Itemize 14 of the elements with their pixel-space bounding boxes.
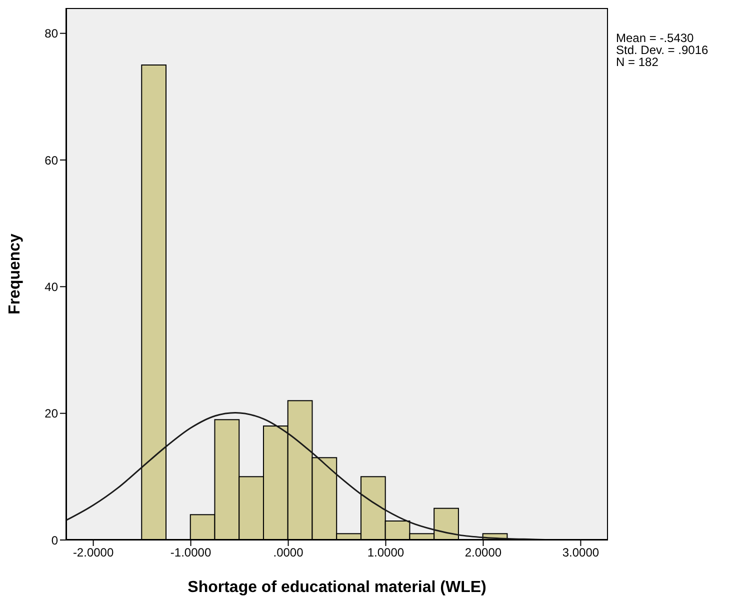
x-tick-label: -1.0000: [170, 546, 212, 560]
y-tick-label: 80: [44, 26, 58, 41]
x-tick-label: 2.0000: [464, 546, 502, 560]
y-tick-label: 40: [44, 280, 58, 294]
y-axis-title: Frequency: [6, 233, 24, 314]
x-tick-label: 1.0000: [367, 546, 404, 560]
x-tick-label: .0000: [273, 546, 304, 560]
y-tick-label: 60: [44, 153, 58, 168]
y-tick-label: 0: [51, 533, 58, 548]
y-tick-label: 20: [44, 406, 58, 421]
text: Mean = -.5430 Std. Dev. = .9016 N = 182: [616, 31, 708, 69]
x-axis-title: Shortage of educational material (WLE): [188, 579, 486, 596]
x-tick-label: -2.0000: [72, 546, 114, 560]
x-tick-label: 3.0000: [562, 546, 600, 560]
